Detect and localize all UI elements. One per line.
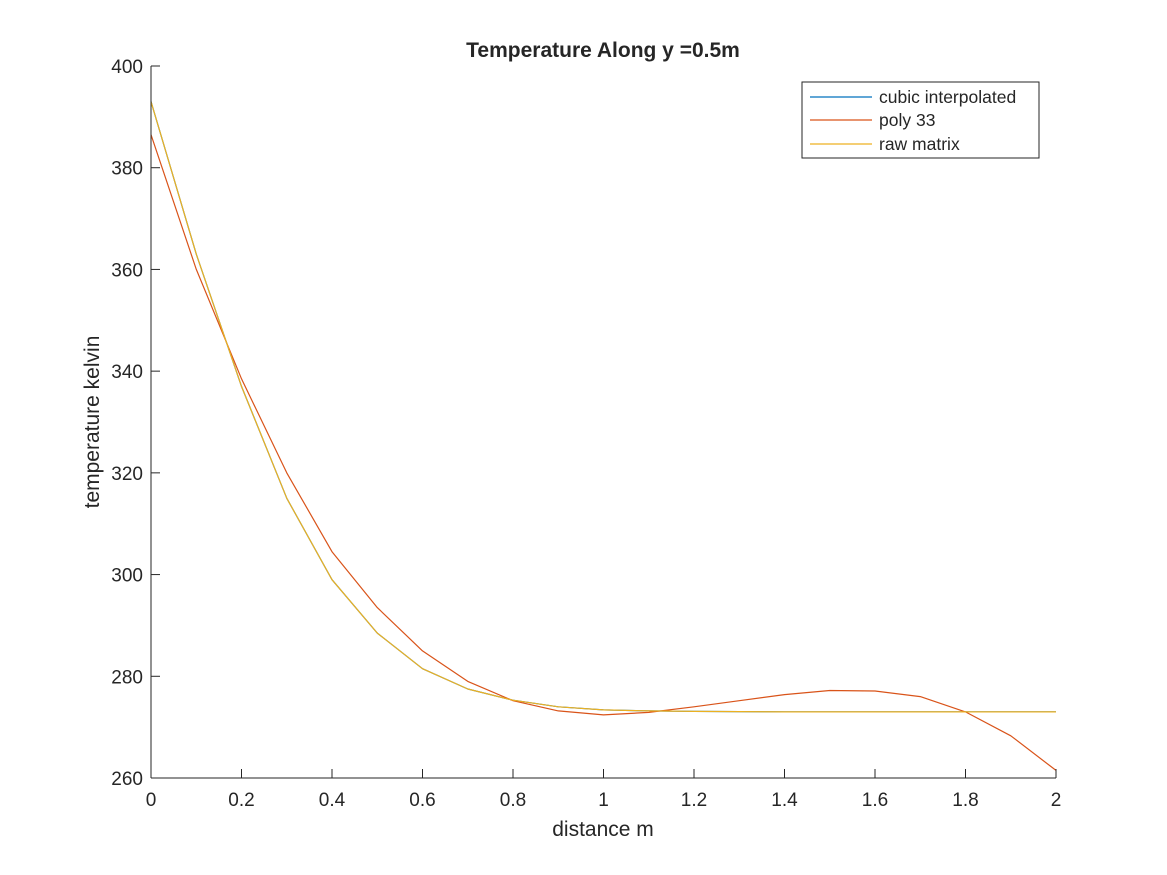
y-tick-label: 320 — [111, 464, 143, 485]
legend-label-poly-33: poly 33 — [879, 110, 935, 130]
x-tick-label: 1.8 — [952, 790, 978, 811]
x-tick-label: 2 — [1051, 790, 1062, 811]
x-tick-label: 1.4 — [771, 790, 798, 811]
y-tick-label: 280 — [111, 667, 143, 688]
y-tick-label: 260 — [111, 769, 143, 790]
x-tick-label: 1 — [598, 790, 609, 811]
y-tick-label: 380 — [111, 159, 143, 180]
y-axis-label: temperature kelvin — [81, 336, 104, 509]
x-tick-label: 0.2 — [228, 790, 254, 811]
legend: cubic interpolated poly 33 raw matrix — [801, 81, 1040, 159]
x-tick-label: 0.6 — [409, 790, 435, 811]
series-layer — [150, 101, 1057, 771]
x-tick-label: 0.4 — [319, 790, 346, 811]
y-axis-ticks: 260 280 300 320 340 360 380 400 — [111, 57, 160, 790]
x-axis-ticks: 0 0.2 0.4 0.6 0.8 1 1.2 1.4 1.6 1.8 2 — [146, 769, 1062, 811]
plot-area — [151, 66, 1056, 778]
legend-label-raw-matrix: raw matrix — [879, 134, 960, 154]
x-axis-label: distance m — [552, 818, 654, 841]
y-tick-label: 300 — [111, 566, 143, 587]
series-line-raw-matrix — [150, 101, 1056, 713]
y-tick-label: 340 — [111, 362, 143, 383]
x-tick-label: 1.6 — [862, 790, 888, 811]
x-tick-label: 0.8 — [500, 790, 526, 811]
series-line-poly-33 — [150, 134, 1057, 771]
legend-label-cubic-interpolated: cubic interpolated — [879, 87, 1016, 107]
y-tick-label: 360 — [111, 260, 143, 281]
x-tick-label: 1.2 — [681, 790, 707, 811]
chart-title: Temperature Along y =0.5m — [466, 39, 740, 62]
y-tick-label: 400 — [111, 57, 143, 78]
x-tick-label: 0 — [146, 790, 157, 811]
